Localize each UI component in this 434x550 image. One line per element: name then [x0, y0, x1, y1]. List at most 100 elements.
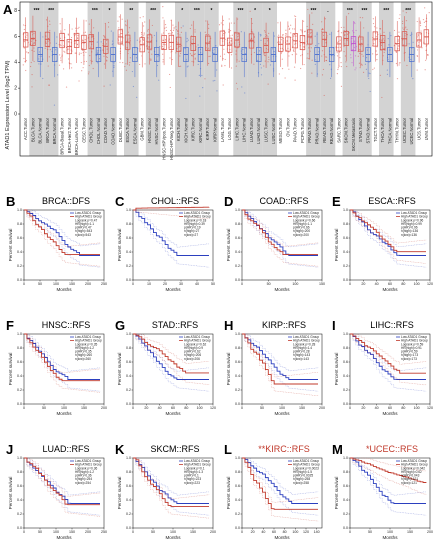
data-point	[84, 31, 87, 33]
data-point	[96, 41, 98, 43]
data-point	[199, 95, 201, 97]
x-axis-label: Months	[382, 535, 398, 540]
data-point	[416, 49, 419, 51]
data-point	[397, 34, 399, 37]
stat-line: p(HR)=0.47	[75, 226, 92, 230]
low-group-curve	[350, 333, 426, 380]
stat-line: n(low)=121	[401, 481, 417, 485]
data-point	[169, 86, 171, 89]
data-point	[120, 42, 122, 44]
x-tick-label: 150	[319, 282, 325, 286]
data-point	[321, 30, 323, 32]
high-group-curve	[133, 206, 210, 211]
data-point	[376, 27, 378, 29]
stat-line: n(high)=543	[75, 229, 92, 233]
x-tick-label: 150	[69, 282, 75, 286]
data-point	[45, 42, 47, 44]
data-point	[33, 60, 35, 63]
data-point	[64, 29, 66, 31]
data-point	[397, 39, 399, 41]
data-point	[355, 67, 357, 69]
category-label: PRAD.Normal	[314, 118, 319, 144]
y-tick-label: 0.4	[235, 250, 240, 254]
x-tick-label: 200	[210, 530, 216, 534]
plot-frame	[349, 333, 431, 405]
x-tick-label: 0	[132, 406, 134, 410]
x-tick-label: 0	[241, 530, 243, 534]
data-point	[67, 41, 69, 43]
data-point	[375, 36, 378, 38]
data-point	[96, 52, 99, 55]
data-point	[128, 64, 131, 66]
data-point	[268, 32, 270, 34]
low-group-curve	[242, 333, 318, 380]
data-point	[372, 18, 374, 20]
stat-line: p(HR)=0.043	[401, 474, 420, 478]
data-point	[165, 38, 167, 41]
y-tick-label: 0.2	[126, 388, 131, 392]
data-point	[354, 55, 357, 57]
stat-line: p(HR)=0.28	[293, 350, 310, 354]
category-label: UVM.Tumor	[424, 117, 429, 140]
data-point	[300, 55, 302, 57]
high-group-ci-upper	[24, 457, 101, 497]
x-tick-label: 50	[260, 406, 264, 410]
panel-label: G	[115, 318, 125, 333]
significance-mark: ***	[405, 8, 411, 14]
data-point	[194, 58, 196, 60]
stat-line: n(low)=143	[293, 357, 309, 361]
panel-a-y-ticks: 0 2 4 6 8	[14, 8, 20, 118]
data-point	[177, 33, 179, 35]
data-point	[424, 59, 427, 61]
stat-line: HR(high)=1.1	[75, 222, 94, 226]
data-point	[31, 86, 33, 88]
data-point	[409, 34, 411, 36]
data-point	[236, 18, 239, 20]
data-point	[417, 35, 419, 37]
y-tick-label: 0.8	[17, 470, 22, 474]
x-tick-label: 150	[299, 406, 305, 410]
stat-line: n(high)=27	[184, 229, 200, 233]
data-point	[75, 41, 77, 43]
data-point	[325, 56, 327, 58]
y-axis-label: Percent survival	[8, 229, 13, 262]
x-tick-label: 100	[53, 530, 59, 534]
low-group-ci-upper	[242, 209, 319, 248]
low-group-ci-upper	[242, 457, 319, 495]
data-point	[303, 46, 305, 49]
data-point	[406, 64, 408, 67]
data-point	[162, 39, 164, 42]
data-point	[368, 77, 370, 80]
data-point	[136, 96, 138, 98]
data-point	[310, 31, 312, 34]
stat-line: p(HR)=0.62	[184, 350, 201, 354]
data-point	[398, 64, 400, 66]
data-point	[179, 45, 181, 47]
x-tick-label: 200	[85, 530, 91, 534]
data-point	[300, 67, 302, 70]
data-point	[398, 31, 400, 33]
significance-mark: *	[108, 8, 110, 14]
panel-title: ESCA::RFS	[368, 196, 416, 206]
data-point	[142, 39, 144, 41]
data-point	[373, 43, 375, 45]
data-point	[343, 46, 345, 48]
data-point	[170, 29, 172, 32]
data-point	[162, 43, 164, 45]
y-tick-label: 0.0	[343, 526, 348, 530]
y-tick-label: 0.8	[343, 346, 348, 350]
data-point	[156, 64, 158, 67]
data-point	[340, 65, 342, 68]
category-label: LUSC.Normal	[271, 118, 276, 144]
high-group-curve	[24, 457, 100, 506]
data-point	[303, 63, 305, 66]
data-point	[82, 51, 84, 54]
y-tick-label: 0.0	[126, 526, 131, 530]
stat-line: HR(high)=0.62	[401, 470, 422, 474]
data-point	[87, 73, 90, 75]
